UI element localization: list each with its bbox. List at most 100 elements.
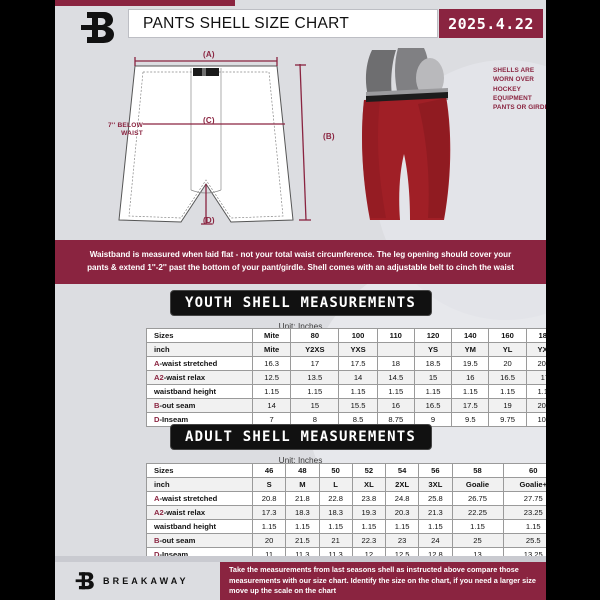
table-cell: 1.15 <box>351 519 387 534</box>
table-cell: 140 <box>451 328 490 343</box>
table-cell: 50 <box>318 463 353 478</box>
table-cell: Y2XS <box>290 342 340 357</box>
measurement-marker: A2 <box>154 373 164 382</box>
table-row: B-out seam 20 21.5 21 22.3 23 24 25 25.5 <box>146 533 546 548</box>
table-cell: 1.15 <box>318 519 353 534</box>
table-cell: 52 <box>351 463 387 478</box>
hockey-pants-photo <box>362 48 451 220</box>
measurement-marker: D <box>154 415 160 424</box>
table-cell: 14 <box>338 370 378 385</box>
youth-heading-pill: YOUTH SHELL MEASUREMENTS <box>169 290 432 316</box>
adult-heading: ADULT SHELL MEASUREMENTS <box>184 429 417 445</box>
adult-measurements-table: Sizes 46 48 50 52 54 56 58 60 inch S M L XL 2XL 3XL Goal… <box>146 463 546 562</box>
table-row: inch S M L XL 2XL 3XL Goalie Goalie+ <box>146 477 546 492</box>
table-cell: 15 <box>290 398 340 413</box>
table-cell: 1.15 <box>338 384 378 399</box>
table-cell: 20.8 <box>251 491 287 506</box>
row-label: Sizes <box>146 328 253 343</box>
table-cell: Mite <box>251 342 292 357</box>
table-cell: 60 <box>502 463 546 478</box>
table-cell: 17.3 <box>251 505 287 520</box>
adult-unit-label: Unit: Inches <box>278 455 323 465</box>
table-cell: 3XL <box>418 477 453 492</box>
page-footer: BREAKAWAY Take the measurements from las… <box>55 562 546 600</box>
page-header: PANTS SHELL SIZE CHART 2025.4.22 <box>55 6 546 43</box>
table-row: A2-waist relax 17.3 18.3 18.3 19.3 20.3 21.3 22… <box>146 505 546 520</box>
row-label: Sizes <box>146 463 253 478</box>
table-cell: 21.8 <box>285 491 320 506</box>
chart-title-box: PANTS SHELL SIZE CHART <box>128 9 438 38</box>
table-cell: 12.5 <box>251 370 292 385</box>
table-cell: 26.75 <box>451 491 504 506</box>
table-cell: 1.15 <box>525 384 546 399</box>
table-cell: 20.5 <box>525 398 546 413</box>
table-cell: 21.3 <box>418 505 453 520</box>
row-label: A-waist stretched <box>146 491 253 506</box>
table-cell: 100 <box>338 328 378 343</box>
table-cell: 27.75 <box>502 491 546 506</box>
table-cell: 110 <box>376 328 415 343</box>
table-cell: 23.25 <box>502 505 546 520</box>
youth-heading: YOUTH SHELL MEASUREMENTS <box>184 295 417 311</box>
table-cell: 17.5 <box>338 356 378 371</box>
measurement-marker: B <box>154 401 160 410</box>
table-row: SizesMite80100110120140160180 <box>146 328 546 343</box>
table-cell: 2XL <box>384 477 420 492</box>
footer-text: Take the measurements from last seasons … <box>229 564 536 596</box>
table-cell: 13.5 <box>290 370 340 385</box>
measurement-marker: B <box>154 536 160 545</box>
table-cell: 1.15 <box>502 519 546 534</box>
brand-name: BREAKAWAY <box>103 576 189 586</box>
table-cell: 1.15 <box>384 519 420 534</box>
table-cell: 1.15 <box>413 384 453 399</box>
size-chart-sheet: PANTS SHELL SIZE CHART 2025.4.22 <box>55 0 546 600</box>
table-cell: 46 <box>251 463 287 478</box>
table-cell: 16.3 <box>251 356 292 371</box>
table-cell: 22.3 <box>351 533 387 548</box>
table-cell: 20.3 <box>384 505 420 520</box>
table-cell: 18 <box>376 356 415 371</box>
date-badge: 2025.4.22 <box>439 9 543 38</box>
pants-technical-diagram: (A) (B) (C) (D) 7'' BELOW WAIST <box>55 44 355 236</box>
table-cell: 1.15 <box>451 519 504 534</box>
table-cell: 15 <box>413 370 453 385</box>
table-cell: 16 <box>376 398 415 413</box>
table-cell: 1.15 <box>285 519 320 534</box>
table-cell: 20 <box>251 533 287 548</box>
table-cell: Mite <box>251 328 292 343</box>
table-cell: 160 <box>488 328 527 343</box>
table-cell: 54 <box>384 463 420 478</box>
row-label: waistband height <box>146 519 253 534</box>
table-row: A-waist stretched 16.3 17 17.5 18 18.5 19.5 20 2… <box>146 356 546 371</box>
table-cell: 1.15 <box>251 384 292 399</box>
breakaway-b-logo-icon <box>75 572 94 590</box>
footer-instructions: Take the measurements from last seasons … <box>220 562 546 600</box>
table-cell: 19.3 <box>351 505 387 520</box>
dimension-label-a: (A) <box>203 50 215 59</box>
table-cell <box>376 342 415 357</box>
table-cell: 1.15 <box>251 519 287 534</box>
table-row: waistband height 1.15 1.15 1.15 1.15 1.15 1.15… <box>146 519 546 534</box>
dimension-label-d: (D) <box>203 216 215 225</box>
table-cell: 21.5 <box>285 533 320 548</box>
table-cell: 1.15 <box>488 384 527 399</box>
row-label: B-out seam <box>146 398 253 413</box>
adult-heading-pill: ADULT SHELL MEASUREMENTS <box>169 424 432 450</box>
table-cell: YXS <box>338 342 378 357</box>
table-cell: 25 <box>451 533 504 548</box>
table-cell: 19 <box>488 398 527 413</box>
youth-measurements-table: SizesMite80100110120140160180inchMiteY2X… <box>146 328 546 427</box>
measurement-marker: A <box>154 359 160 368</box>
table-cell: 18.5 <box>413 356 453 371</box>
table-cell: Goalie <box>451 477 504 492</box>
measurement-marker: A <box>154 494 160 503</box>
shell-usage-note: SHELLS ARE WORN OVER HOCKEY EQUIPMENT PA… <box>493 67 546 112</box>
table-cell: 1.15 <box>376 384 415 399</box>
table-cell: 22.8 <box>318 491 353 506</box>
table-cell: 16 <box>451 370 490 385</box>
table-cell: XL <box>351 477 387 492</box>
